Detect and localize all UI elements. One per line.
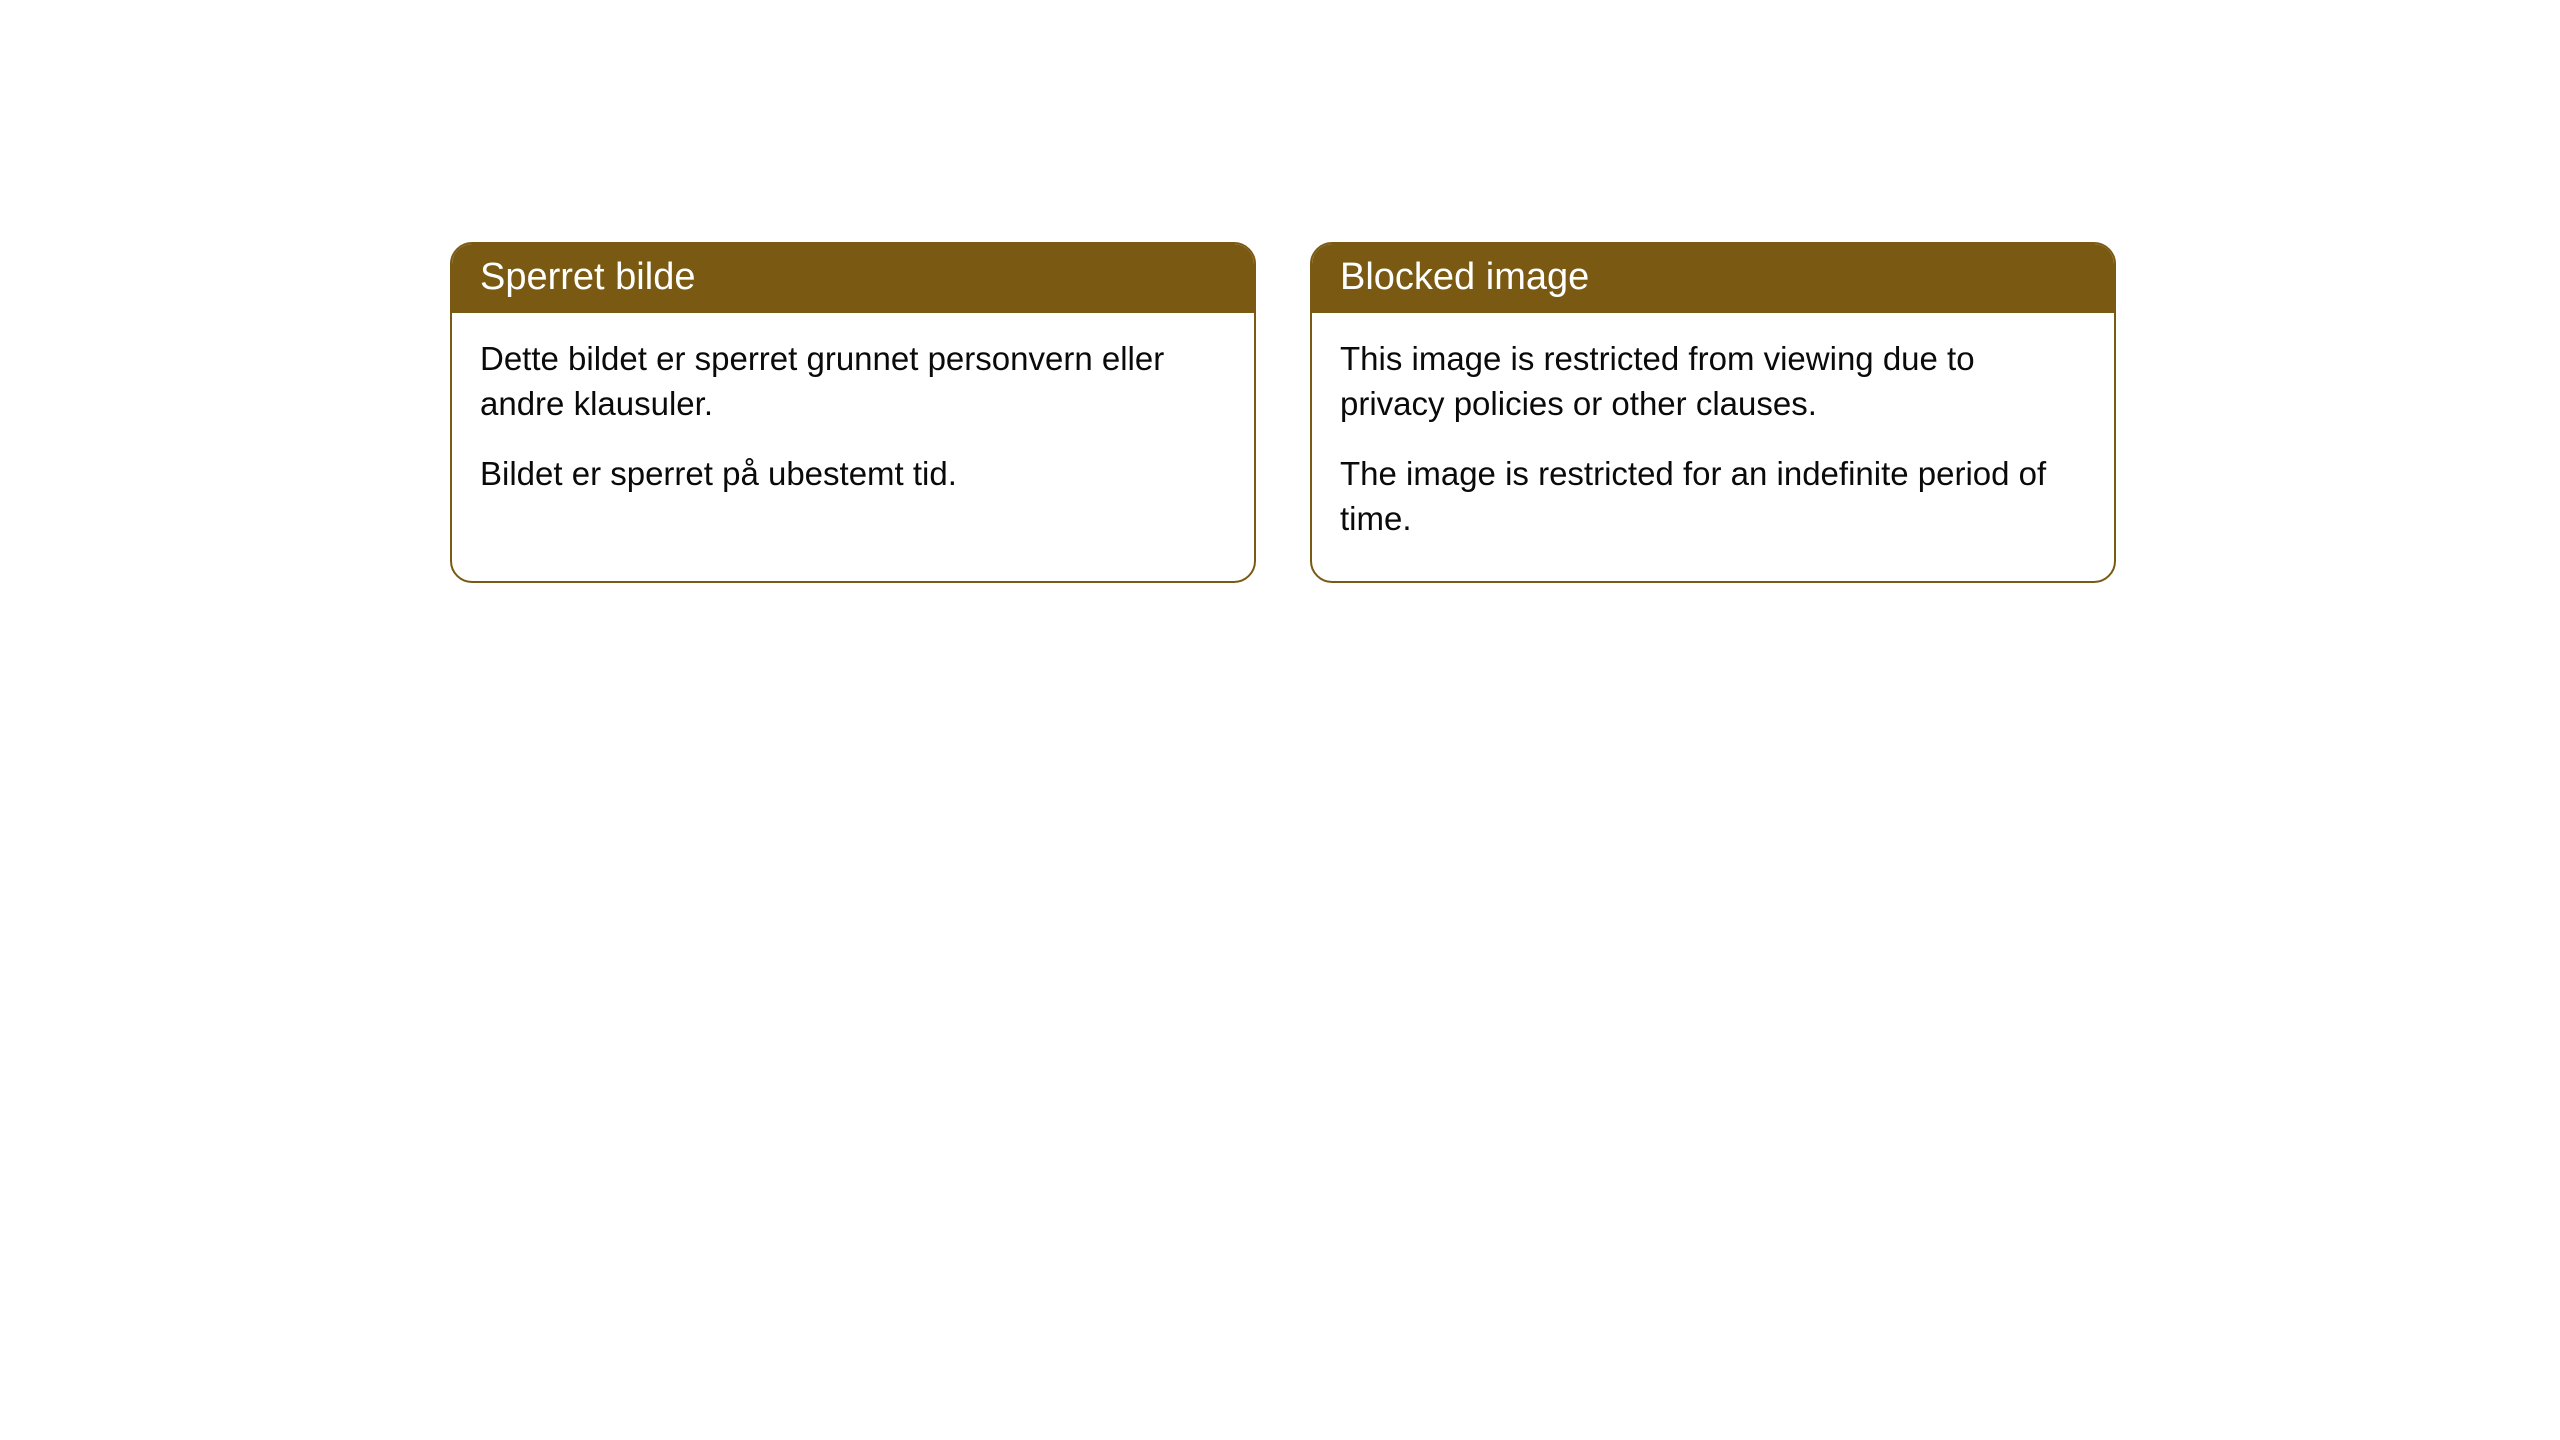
cards-container: Sperret bilde Dette bildet er sperret gr… (0, 0, 2560, 583)
card-body-norwegian: Dette bildet er sperret grunnet personve… (452, 313, 1254, 537)
card-norwegian: Sperret bilde Dette bildet er sperret gr… (450, 242, 1256, 583)
card-paragraph: The image is restricted for an indefinit… (1340, 452, 2086, 541)
card-body-english: This image is restricted from viewing du… (1312, 313, 2114, 581)
card-english: Blocked image This image is restricted f… (1310, 242, 2116, 583)
card-paragraph: Bildet er sperret på ubestemt tid. (480, 452, 1226, 497)
card-header-norwegian: Sperret bilde (452, 244, 1254, 313)
card-paragraph: This image is restricted from viewing du… (1340, 337, 2086, 426)
card-paragraph: Dette bildet er sperret grunnet personve… (480, 337, 1226, 426)
card-header-english: Blocked image (1312, 244, 2114, 313)
